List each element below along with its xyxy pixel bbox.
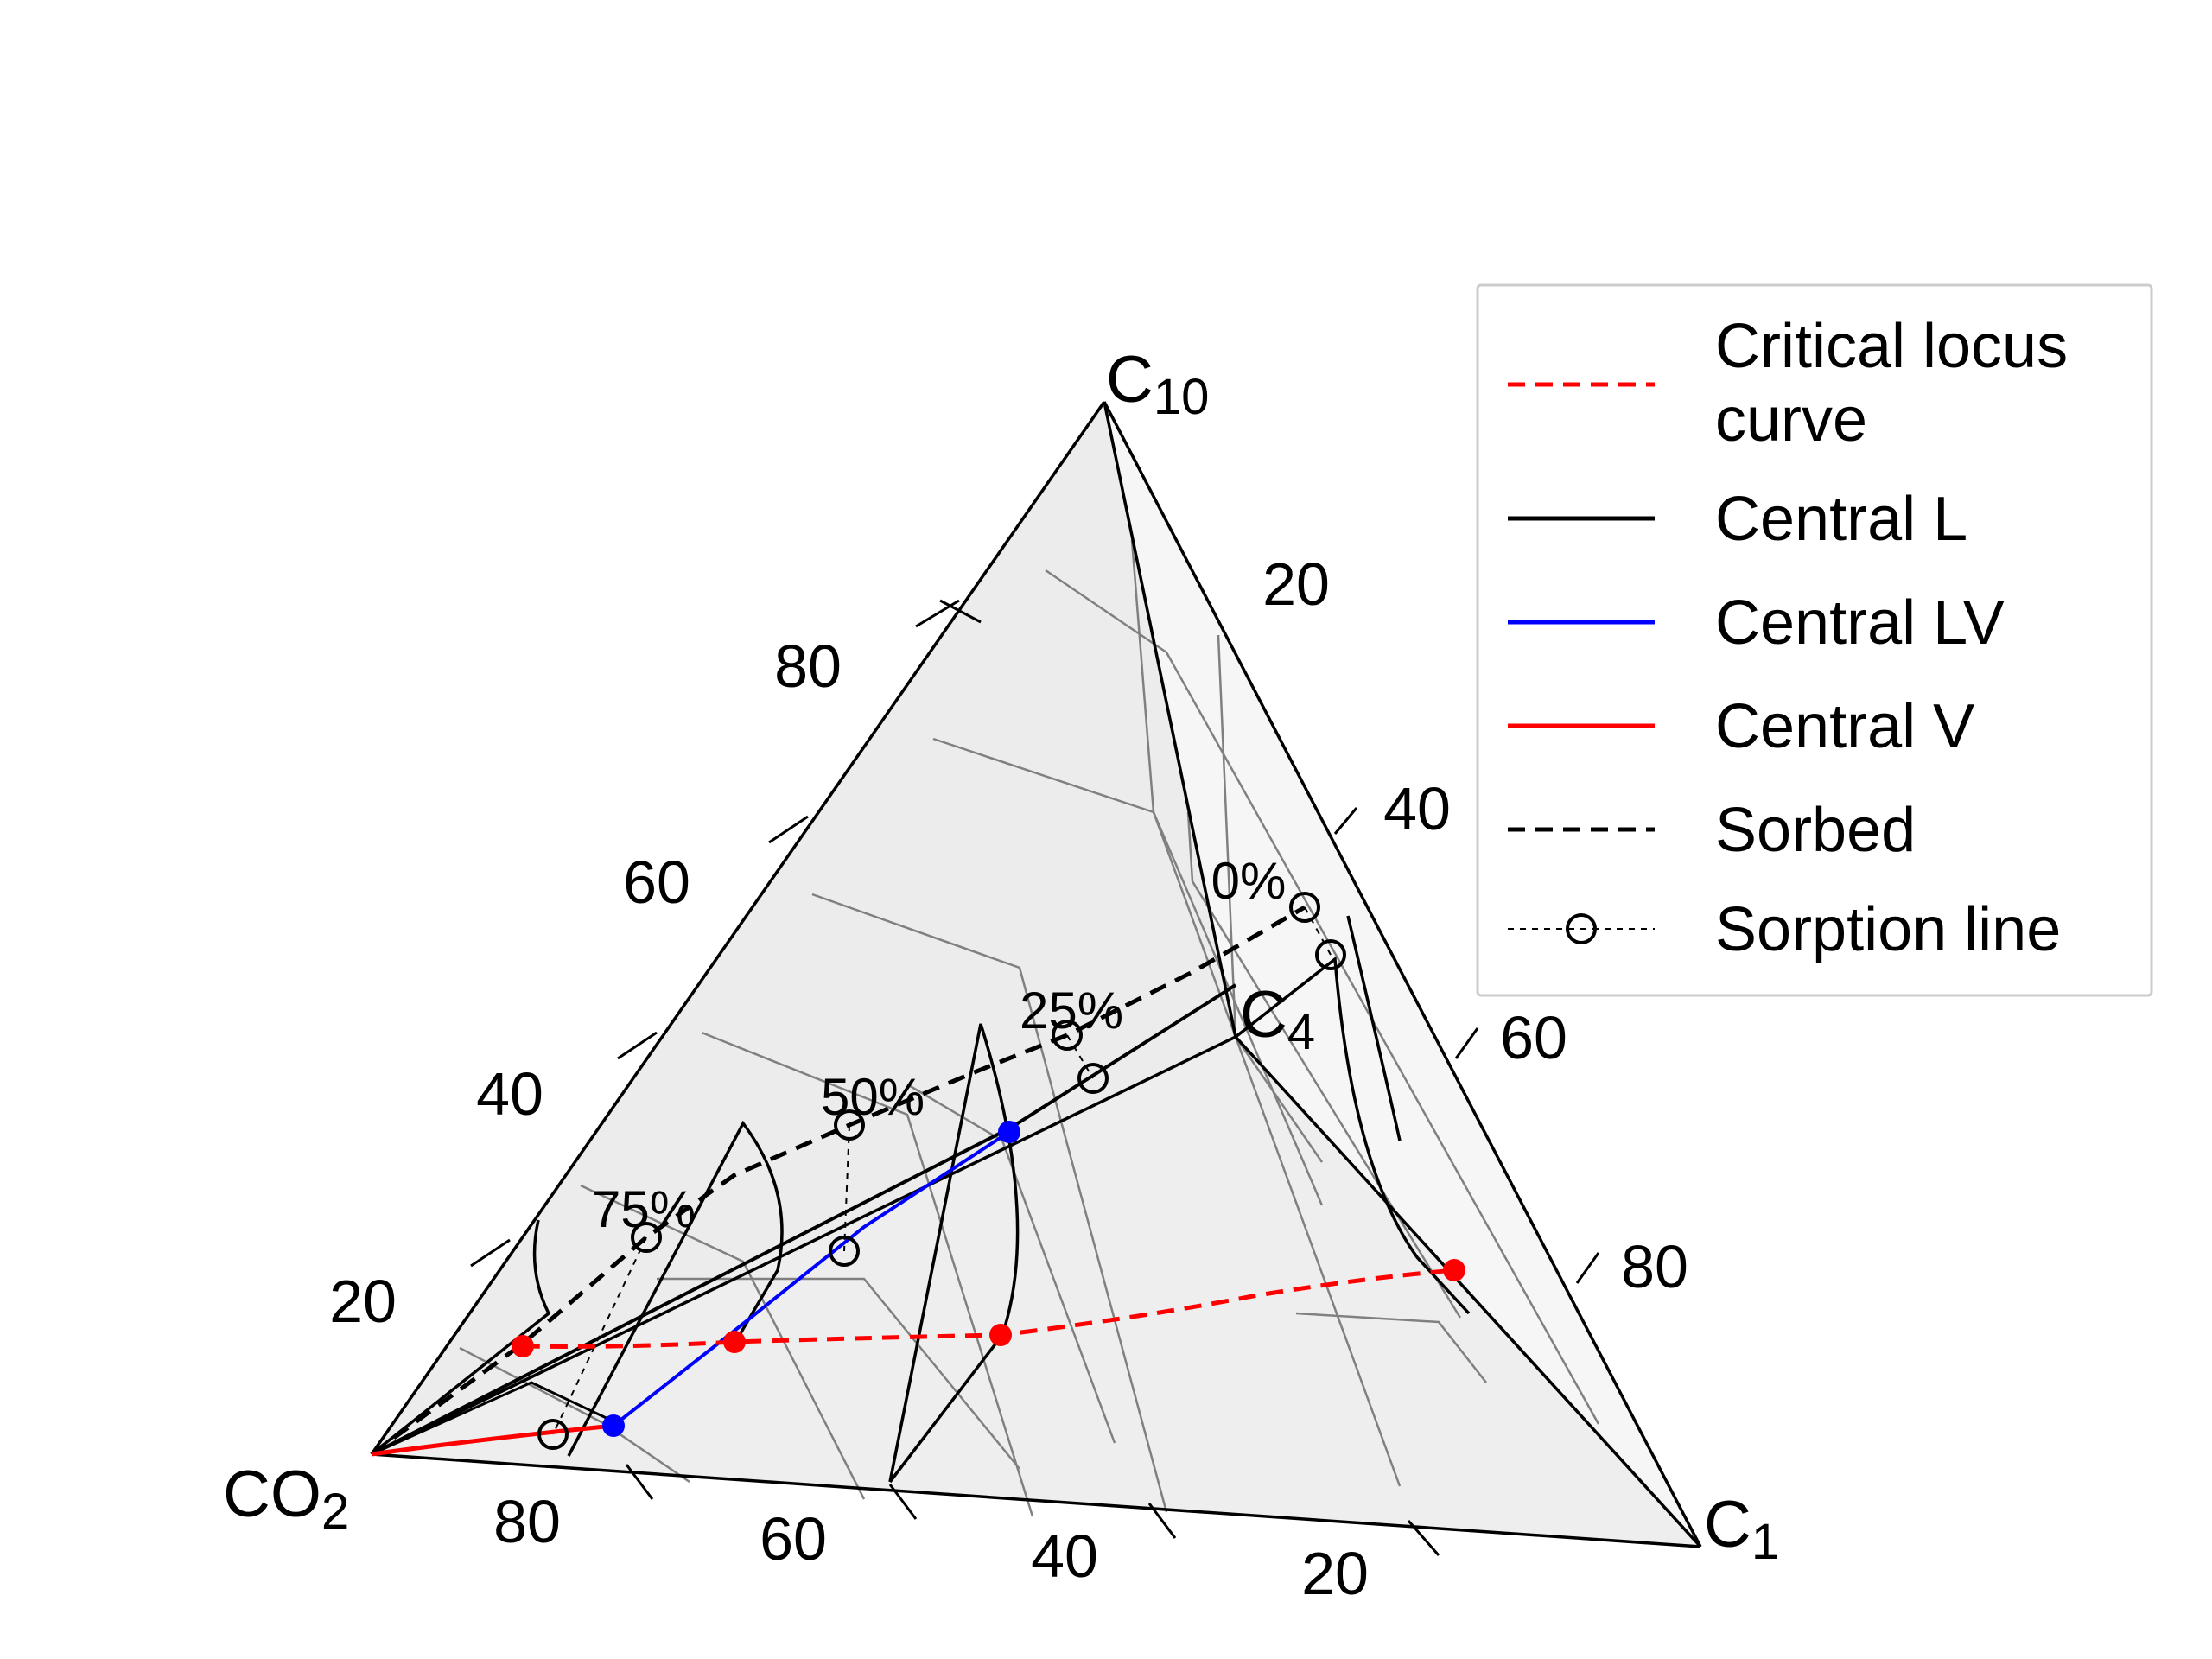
critical-point (512, 1335, 534, 1357)
vertex-label-c1: C1 (1704, 1488, 1779, 1570)
legend-label: Sorption line (1715, 895, 2061, 964)
phase-envelope (567, 1120, 784, 1457)
critical-point (1443, 1259, 1465, 1281)
tick-label: 40 (1383, 775, 1451, 842)
legend-label: Central LV (1715, 588, 2005, 658)
vertex-label-co2: CO2 (223, 1458, 349, 1540)
phase-envelope (1234, 956, 1471, 1315)
phase-envelope (888, 1023, 1020, 1484)
edge-co2-c10 (370, 401, 1106, 1455)
tick-mark (1407, 1520, 1440, 1556)
legend-label: Central V (1715, 692, 1974, 761)
central-lv-point (602, 1414, 625, 1437)
tick-label: 60 (623, 849, 690, 916)
legend-label: Sorbed (1715, 796, 1916, 865)
tick-label: 40 (1031, 1522, 1098, 1590)
tick-mark (888, 1484, 918, 1520)
grid-line (811, 893, 1168, 1513)
vertex-label-c4: C4 (1240, 978, 1315, 1060)
edge-c4-c1 (1234, 1035, 1702, 1548)
sorption-line (1066, 1034, 1094, 1079)
tick-label: 60 (1500, 1004, 1567, 1071)
edge-c10-c4 (1103, 401, 1237, 1038)
central-l-line (371, 1381, 614, 1456)
tick-mark (1575, 1252, 1600, 1284)
critical-point (723, 1331, 746, 1353)
sorption-point (631, 1222, 662, 1253)
tick-label: 80 (774, 632, 842, 700)
tick-label: 20 (329, 1268, 397, 1335)
sorption-point (1289, 892, 1320, 923)
sorption-point (834, 1109, 865, 1141)
grid-line (701, 1031, 1034, 1517)
edge-co2-c4 (371, 1035, 1236, 1456)
tick-label: 20 (1301, 1540, 1369, 1607)
tick-mark (470, 1238, 511, 1268)
phase-envelope (370, 1219, 551, 1456)
edge-co2-c1 (371, 1452, 1701, 1548)
sorption-point (1315, 939, 1346, 970)
tick-label: 80 (1621, 1233, 1688, 1300)
grid-line (657, 1277, 1020, 1470)
tick-mark (1147, 1503, 1177, 1539)
phase-envelope (1346, 915, 1402, 1141)
vertex-label-c10: C10 (1106, 343, 1209, 425)
tick-mark (915, 599, 960, 628)
slice-label: 25% (1020, 982, 1123, 1039)
central-lv-point (998, 1121, 1020, 1143)
slice-label: 75% (592, 1180, 696, 1238)
sorption-point (1052, 1020, 1083, 1051)
sorption-point (829, 1236, 860, 1267)
legend-label: Critical locus (1715, 312, 2068, 381)
tick-mark (1333, 807, 1358, 835)
tick-label: 20 (1262, 550, 1330, 618)
sorbed-curve (370, 905, 1306, 1457)
central-lv-line (612, 1130, 1011, 1427)
grid-line (1130, 539, 1402, 1487)
prism-edges (370, 401, 1702, 1548)
legend-label: Central L (1715, 485, 1967, 554)
tick-label: 60 (760, 1505, 827, 1573)
grid-line (1045, 569, 1600, 1425)
slice-label: 50% (821, 1068, 925, 1126)
chart-labels: 20 40 60 80 20 40 60 80 80 60 40 20 CO2 C1 C10 C4 0% 25% 5… (223, 343, 1779, 1607)
sorption-line (1304, 906, 1332, 956)
legend-label: curve (1715, 385, 1867, 454)
edge-c10-c1 (1103, 401, 1702, 1548)
grid-lines (459, 539, 1600, 1517)
legend-frame (1476, 283, 2153, 997)
sorption-point (537, 1419, 569, 1450)
central-v-line (371, 1423, 614, 1457)
slice-label: 0% (1211, 852, 1287, 910)
tick-mark (768, 815, 809, 844)
tick-mark (625, 1464, 654, 1500)
tick-marks (470, 599, 1600, 1556)
face-back-left (372, 402, 1236, 1454)
data-series (370, 892, 1471, 1484)
grid-line (1186, 811, 1462, 1319)
legend-marker (1566, 913, 1597, 944)
tick-mark (939, 599, 982, 624)
critical-point (989, 1324, 1012, 1346)
tick-mark (1454, 1027, 1479, 1059)
tick-label: 40 (476, 1060, 543, 1128)
tick-label: 80 (493, 1488, 561, 1555)
grid-line (1295, 1312, 1487, 1383)
sorption-line (843, 1124, 850, 1252)
sorption-point (1077, 1063, 1109, 1094)
tick-mark (617, 1031, 658, 1060)
grid-line (580, 1184, 866, 1500)
